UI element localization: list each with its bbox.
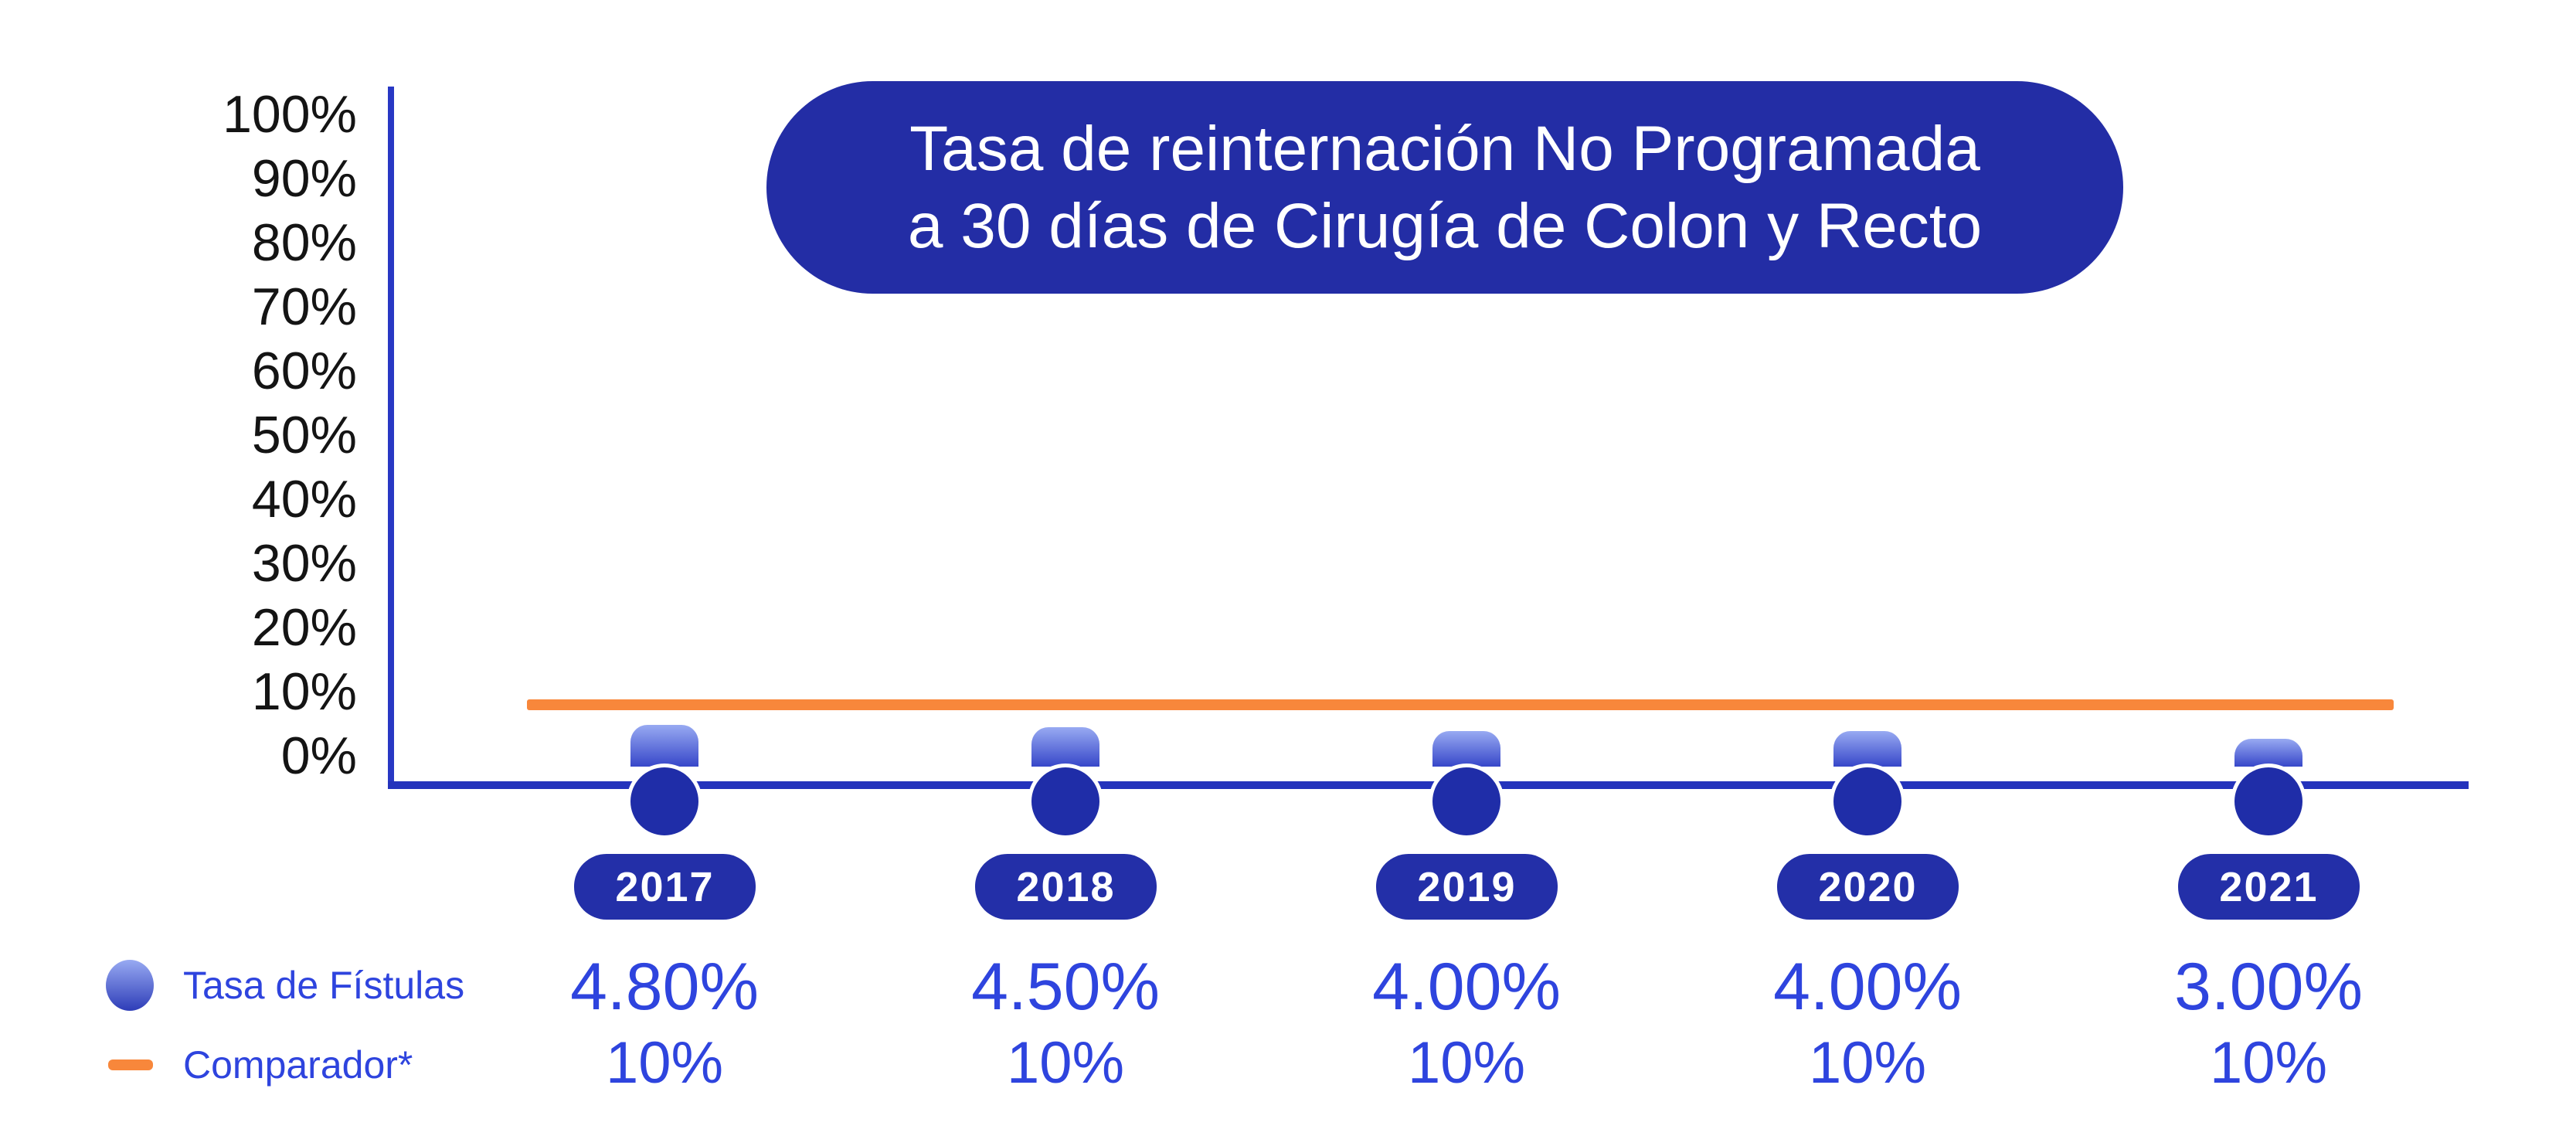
year-pill: 2021 <box>2178 854 2360 920</box>
comparador-value: 10% <box>1808 1030 1927 1096</box>
fistulas-bar <box>1031 727 1099 767</box>
x-axis-line <box>388 781 2469 789</box>
chart-title-line-1: Tasa de reinternación No Programada <box>909 113 1980 184</box>
y-axis-tick-label: 60% <box>251 342 357 400</box>
y-axis-tick-label: 90% <box>251 149 357 208</box>
y-axis-line <box>388 87 394 789</box>
comparador-legend-label: Comparador* <box>183 1043 413 1087</box>
data-point-marker <box>2234 767 2302 835</box>
data-point-marker <box>1432 767 1500 835</box>
data-point-marker <box>1833 767 1901 835</box>
comparador-value: 10% <box>1407 1030 1526 1096</box>
fistulas-value: 3.00% <box>2174 950 2363 1024</box>
fistulas-legend-label: Tasa de Fístulas <box>183 964 465 1007</box>
year-pill: 2017 <box>574 854 756 920</box>
fistulas-bar <box>1833 731 1901 767</box>
year-pill: 2020 <box>1777 854 1959 920</box>
y-axis-tick-label: 0% <box>280 726 357 785</box>
fistulas-value: 4.00% <box>1372 950 1561 1024</box>
fistulas-bar <box>630 725 698 767</box>
data-point-marker <box>630 767 698 835</box>
year-pill: 2018 <box>975 854 1157 920</box>
year-pill: 2019 <box>1376 854 1558 920</box>
y-axis-tick-label: 10% <box>251 662 357 721</box>
fistulas-value: 4.00% <box>1773 950 1962 1024</box>
y-axis-tick-label: 70% <box>251 277 357 336</box>
y-axis-tick-label: 80% <box>251 213 357 272</box>
comparador-value: 10% <box>1006 1030 1125 1096</box>
comparador-value: 10% <box>605 1030 724 1096</box>
comparador-reference-line <box>527 699 2394 710</box>
fistulas-value: 4.80% <box>570 950 759 1024</box>
fistulas-value: 4.50% <box>971 950 1160 1024</box>
y-axis-tick-label: 20% <box>251 598 357 657</box>
y-axis-tick-label: 100% <box>223 85 357 144</box>
y-axis-tick-label: 30% <box>251 534 357 593</box>
y-axis-tick-label: 50% <box>251 406 357 464</box>
chart-title-pill: Tasa de reinternación No Programada a 30… <box>766 81 2123 294</box>
fistulas-bar <box>1432 731 1500 767</box>
data-point-marker <box>1031 767 1099 835</box>
fistulas-bar <box>2234 739 2302 767</box>
y-axis-tick-label: 40% <box>251 470 357 529</box>
comparador-value: 10% <box>2209 1030 2328 1096</box>
chart-title-line-2: a 30 días de Cirugía de Colon y Recto <box>907 190 1983 261</box>
comparador-legend-dash-icon <box>108 1059 153 1070</box>
fistulas-legend-marker-icon <box>106 960 154 1011</box>
